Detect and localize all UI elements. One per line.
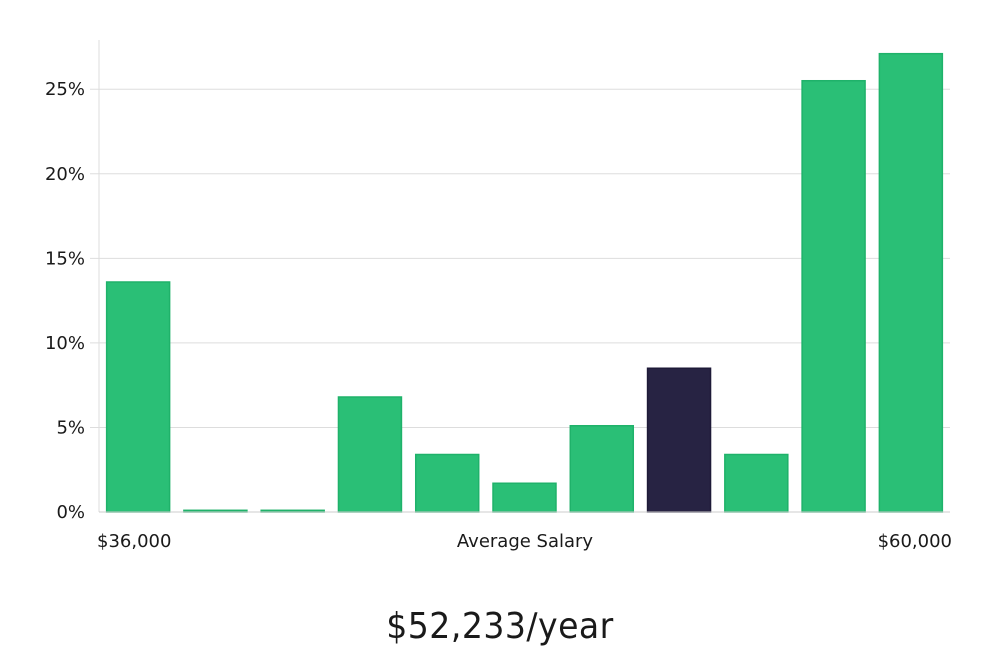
bar — [878, 52, 944, 513]
x-min-label: $36,000 — [97, 531, 171, 552]
y-tick-label: 20% — [45, 164, 85, 185]
bar — [724, 453, 789, 513]
y-tick-label: 10% — [45, 333, 85, 354]
y-axis: 0% 5% 10% 15% 20% 25% — [45, 79, 85, 523]
bar — [569, 424, 635, 513]
average-salary-value: $52,233/year — [386, 606, 614, 647]
salary-histogram: 0% 5% 10% 15% 20% 25% $36,000 Average Salary … — [45, 40, 952, 552]
bar — [105, 281, 171, 513]
x-max-label: $60,000 — [878, 531, 952, 552]
y-tick-label: 0% — [56, 502, 85, 523]
chart-svg: 0%5%10%15%20%25% $36,000 Average Salary … — [45, 40, 952, 552]
bar — [492, 482, 557, 513]
y-tick-label: 15% — [45, 248, 85, 269]
bar-highlighted — [646, 367, 712, 513]
bar — [801, 79, 866, 513]
bar — [414, 453, 480, 513]
x-axis-title: Average Salary — [457, 531, 594, 552]
y-tick-label: 25% — [45, 79, 85, 100]
bars — [105, 52, 944, 513]
bar — [337, 396, 403, 513]
y-tick-label: 5% — [56, 417, 85, 438]
